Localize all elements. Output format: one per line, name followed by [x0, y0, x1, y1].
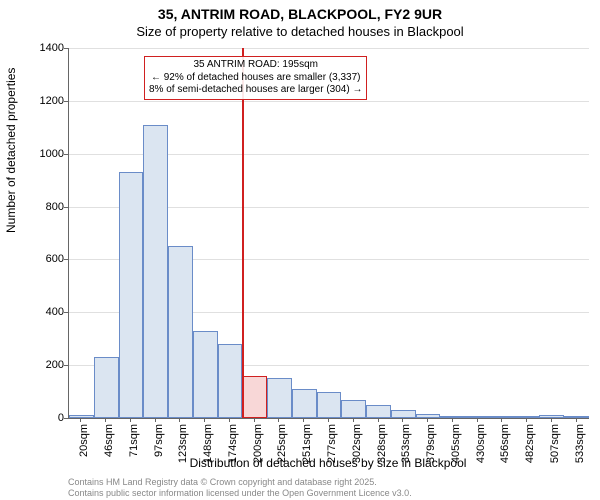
annotation-box: 35 ANTRIM ROAD: 195sqm ← 92% of detached… [144, 56, 367, 100]
bar [193, 331, 218, 418]
xtick-mark [105, 418, 106, 422]
bar [267, 378, 292, 418]
xtick-mark [477, 418, 478, 422]
xtick-mark [353, 418, 354, 422]
ytick-label: 0 [14, 412, 64, 424]
chart-title: 35, ANTRIM ROAD, BLACKPOOL, FY2 9UR [0, 6, 600, 22]
xtick-mark [204, 418, 205, 422]
bar [218, 344, 243, 418]
ytick-label: 800 [14, 201, 64, 213]
marker-line [242, 48, 244, 418]
footer: Contains HM Land Registry data © Crown c… [68, 477, 412, 498]
chart-subtitle: Size of property relative to detached ho… [0, 24, 600, 39]
xtick-mark [452, 418, 453, 422]
xtick-mark [130, 418, 131, 422]
xtick-mark [229, 418, 230, 422]
footer-line1: Contains HM Land Registry data © Crown c… [68, 477, 412, 487]
gridline [69, 48, 589, 49]
xtick-mark [427, 418, 428, 422]
xtick-mark [551, 418, 552, 422]
xtick-mark [179, 418, 180, 422]
xtick-label: 97sqm [153, 424, 165, 457]
xtick-mark [278, 418, 279, 422]
plot-area: 35 ANTRIM ROAD: 195sqm ← 92% of detached… [68, 48, 589, 419]
xtick-mark [402, 418, 403, 422]
annotation-line3: 8% of semi-detached houses are larger (3… [149, 84, 362, 97]
xtick-mark [378, 418, 379, 422]
bar [440, 416, 465, 418]
bar [94, 357, 119, 418]
xtick-mark [80, 418, 81, 422]
annotation-line1: 35 ANTRIM ROAD: 195sqm [149, 59, 362, 72]
bar [168, 246, 193, 418]
xtick-mark [576, 418, 577, 422]
bar [341, 400, 366, 419]
bar [391, 410, 416, 418]
bar [539, 415, 564, 418]
annotation-line2: ← 92% of detached houses are smaller (3,… [149, 72, 362, 85]
bar [242, 376, 267, 418]
bar [564, 416, 589, 418]
bar [465, 416, 490, 418]
bar [69, 415, 94, 418]
gridline [69, 101, 589, 102]
ytick-label: 400 [14, 306, 64, 318]
bar [119, 172, 144, 418]
xtick-mark [254, 418, 255, 422]
xtick-mark [501, 418, 502, 422]
ytick-label: 1400 [14, 42, 64, 54]
footer-line2: Contains public sector information licen… [68, 488, 412, 498]
xtick-mark [526, 418, 527, 422]
xtick-label: 46sqm [103, 424, 115, 457]
xtick-mark [303, 418, 304, 422]
bar [317, 392, 342, 418]
xtick-mark [155, 418, 156, 422]
xtick-label: 71sqm [128, 424, 140, 457]
ytick-label: 200 [14, 359, 64, 371]
ytick-label: 1000 [14, 148, 64, 160]
bar [143, 125, 168, 418]
bar [366, 405, 391, 418]
chart-container: 35, ANTRIM ROAD, BLACKPOOL, FY2 9UR Size… [0, 0, 600, 500]
x-axis-label: Distribution of detached houses by size … [68, 456, 588, 470]
ytick-label: 600 [14, 253, 64, 265]
bar [292, 389, 317, 418]
ytick-label: 1200 [14, 95, 64, 107]
xtick-label: 20sqm [78, 424, 90, 457]
xtick-mark [328, 418, 329, 422]
